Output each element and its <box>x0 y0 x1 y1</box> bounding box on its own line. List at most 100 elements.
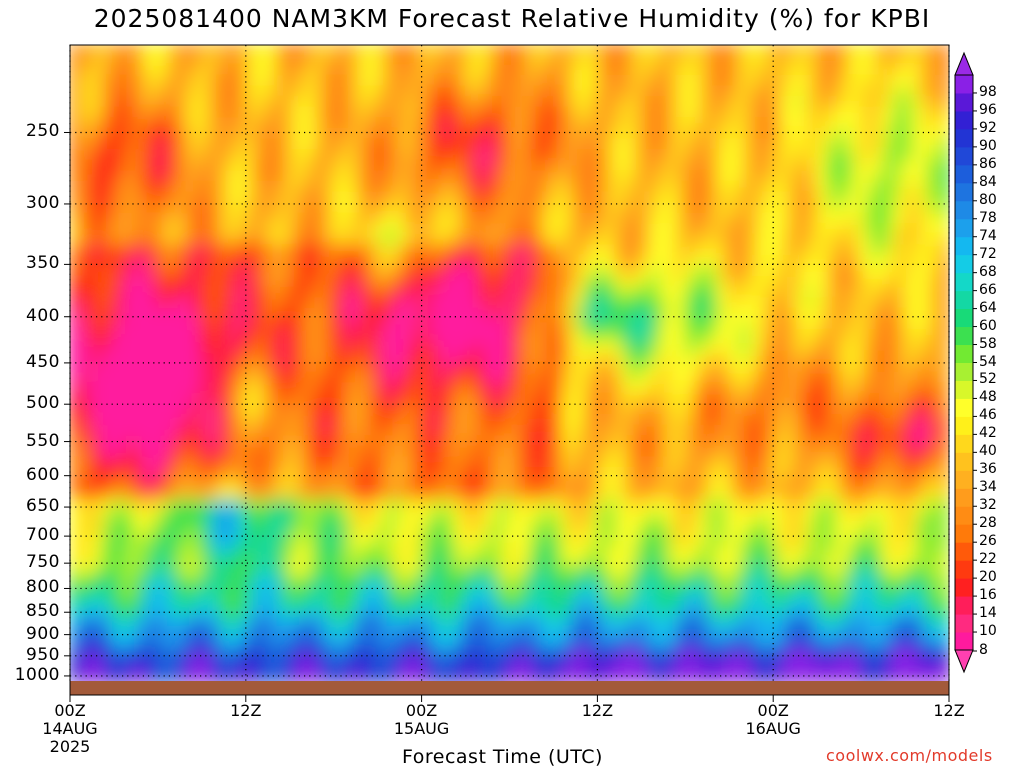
colorbar-label: 68 <box>979 263 997 280</box>
colorbar-label: 26 <box>979 533 997 550</box>
colorbar-swatch <box>955 272 973 292</box>
colorbar-swatch <box>955 632 973 651</box>
colorbar-label: 28 <box>979 515 997 532</box>
colorbar-swatch <box>955 290 973 310</box>
x-tick-label: 00Z <box>54 701 86 720</box>
colorbar-swatch <box>955 596 973 615</box>
colorbar-label: 8 <box>979 642 988 658</box>
colorbar-swatch <box>955 614 973 633</box>
y-tick-label: 800 <box>26 577 60 598</box>
colorbar-swatch <box>955 344 973 363</box>
colorbar-swatch <box>955 452 973 471</box>
colorbar-swatch <box>955 75 973 94</box>
source-credit: coolwx.com/models <box>826 746 993 765</box>
colorbar-swatch <box>955 398 973 417</box>
colorbar-swatch <box>955 434 973 453</box>
colorbar-label: 10 <box>979 623 997 640</box>
x-tick-label: 12Z <box>933 701 965 720</box>
humidity-field <box>70 45 949 681</box>
y-tick-label: 350 <box>26 253 60 274</box>
colorbar-label: 20 <box>979 569 997 586</box>
colorbar-label: 48 <box>979 389 997 406</box>
colorbar-swatch <box>955 200 973 220</box>
y-tick-label: 950 <box>26 644 60 665</box>
grid-lines <box>69 45 950 681</box>
colorbar-label: 16 <box>979 587 997 604</box>
colorbar-swatch <box>955 128 973 148</box>
y-tick-label: 900 <box>26 623 60 644</box>
y-tick-label: 400 <box>26 305 60 326</box>
x-tick-label: 00Z <box>757 701 789 720</box>
colorbar-max-arrow <box>954 51 974 76</box>
colorbar-swatch <box>955 308 973 328</box>
colorbar-label: 86 <box>979 155 997 172</box>
colorbar-label: 52 <box>979 371 997 388</box>
y-tick-label: 550 <box>26 430 60 451</box>
colorbar-swatch <box>955 182 973 202</box>
colorbar-label: 66 <box>979 281 997 298</box>
colorbar-swatch <box>955 488 973 507</box>
x-tick-label: 16AUG <box>745 719 801 738</box>
colorbar-label: 36 <box>979 461 997 478</box>
y-tick-label: 650 <box>26 496 60 517</box>
colorbar-label: 72 <box>979 245 997 262</box>
colorbar <box>954 51 977 674</box>
colorbar-label: 54 <box>979 353 997 370</box>
y-tick-label: 700 <box>26 525 60 546</box>
colorbar-swatch <box>955 506 973 525</box>
x-tick-label: 00Z <box>405 701 438 720</box>
colorbar-label: 74 <box>979 227 997 244</box>
y-tick-label: 250 <box>26 121 60 142</box>
y-tick-label: 1000 <box>14 664 60 685</box>
colorbar-label: 32 <box>979 497 997 514</box>
x-tick-label: 12Z <box>581 701 614 720</box>
colorbar-label: 46 <box>979 407 997 424</box>
colorbar-swatch <box>955 470 973 489</box>
x-tick-label: 2025 <box>49 737 91 756</box>
colorbar-label: 84 <box>979 173 997 190</box>
colorbar-label: 40 <box>979 443 997 460</box>
y-tick-label: 450 <box>26 351 60 372</box>
colorbar-label: 90 <box>979 137 997 154</box>
colorbar-label: 34 <box>979 479 997 496</box>
colorbar-label: 80 <box>979 191 997 208</box>
colorbar-label: 78 <box>979 209 997 226</box>
colorbar-label: 98 <box>979 83 997 100</box>
colorbar-swatch <box>955 560 973 579</box>
colorbar-swatch <box>955 524 973 543</box>
colorbar-swatch <box>955 326 973 346</box>
colorbar-swatch <box>955 92 973 112</box>
colorbar-label: 22 <box>979 551 997 568</box>
colorbar-label: 58 <box>979 335 997 352</box>
colorbar-label: 92 <box>979 119 997 136</box>
colorbar-swatch <box>955 578 973 597</box>
colorbar-swatch <box>955 164 973 184</box>
y-tick-label: 300 <box>26 192 60 213</box>
y-tick-label: 850 <box>26 601 60 622</box>
colorbar-min-arrow <box>954 649 974 674</box>
chart-title: 2025081400 NAM3KM Forecast Relative Humi… <box>93 4 931 33</box>
colorbar-swatch <box>955 146 973 166</box>
colorbar-label: 60 <box>979 317 997 334</box>
x-tick-label: 14AUG <box>42 719 98 738</box>
colorbar-label: 42 <box>979 425 997 442</box>
ground-band <box>70 681 949 695</box>
colorbar-label: 96 <box>979 101 997 118</box>
y-tick-label: 500 <box>26 393 60 414</box>
colorbar-swatch <box>955 362 973 381</box>
x-tick-label: 12Z <box>230 701 262 720</box>
x-axis-title: Forecast Time (UTC) <box>402 746 603 768</box>
colorbar-swatch <box>955 218 973 238</box>
colorbar-swatch <box>955 416 973 435</box>
y-tick-label: 600 <box>26 464 60 485</box>
colorbar-swatch <box>955 542 973 561</box>
plot-frame <box>69 44 950 696</box>
x-tick-label: 15AUG <box>393 719 450 738</box>
colorbar-swatch <box>955 236 973 256</box>
colorbar-label: 64 <box>979 299 997 316</box>
colorbar-label: 14 <box>979 605 997 622</box>
y-tick-label: 750 <box>26 552 60 573</box>
colorbar-swatch <box>955 254 973 274</box>
axis-ticks <box>64 131 950 702</box>
